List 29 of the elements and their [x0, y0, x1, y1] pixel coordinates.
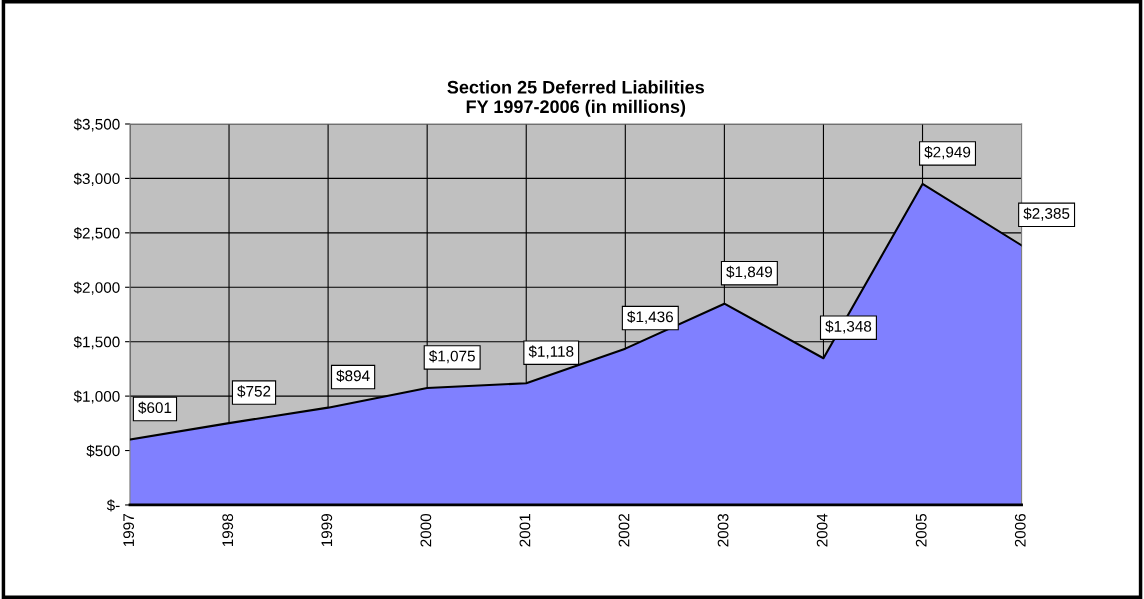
data-label: $1,436 [627, 310, 674, 324]
data-label: $1,118 [528, 345, 574, 359]
y-tick-label: $3,500 [73, 118, 120, 132]
data-label: $2,949 [924, 146, 971, 160]
data-label: $1,075 [428, 350, 475, 364]
y-tick-label: $- [106, 499, 120, 512]
data-label: $1,348 [825, 320, 872, 334]
x-tick-label: 1999 [321, 514, 333, 547]
x-tick-label: 2000 [420, 513, 432, 547]
y-tick-label: $3,000 [73, 172, 120, 186]
y-tick-label: $1,500 [73, 335, 120, 350]
data-label: $601 [138, 401, 172, 414]
data-label: $1,849 [726, 265, 773, 280]
x-tick-label: 1998 [222, 513, 234, 547]
chart-title: Section 25 Deferred Liabilities FY 1997-2006 (in millions) [447, 80, 704, 117]
y-tick-label: $500 [86, 444, 120, 458]
x-tick-label: 1997 [123, 514, 135, 547]
x-tick-label: 2006 [1014, 513, 1026, 547]
x-tick-label: 2001 [519, 514, 531, 547]
x-tick-label: 2002 [618, 514, 630, 547]
data-label: $2,385 [1023, 207, 1070, 221]
y-tick-label: $1,000 [73, 390, 120, 404]
data-label: $752 [237, 385, 271, 398]
data-label: $894 [336, 369, 370, 383]
x-tick-label: 2003 [717, 513, 729, 547]
y-tick-label: $2,500 [73, 227, 120, 241]
x-tick-label: 2005 [915, 513, 927, 547]
y-tick-label: $2,000 [73, 281, 120, 295]
x-tick-label: 2004 [816, 513, 828, 547]
